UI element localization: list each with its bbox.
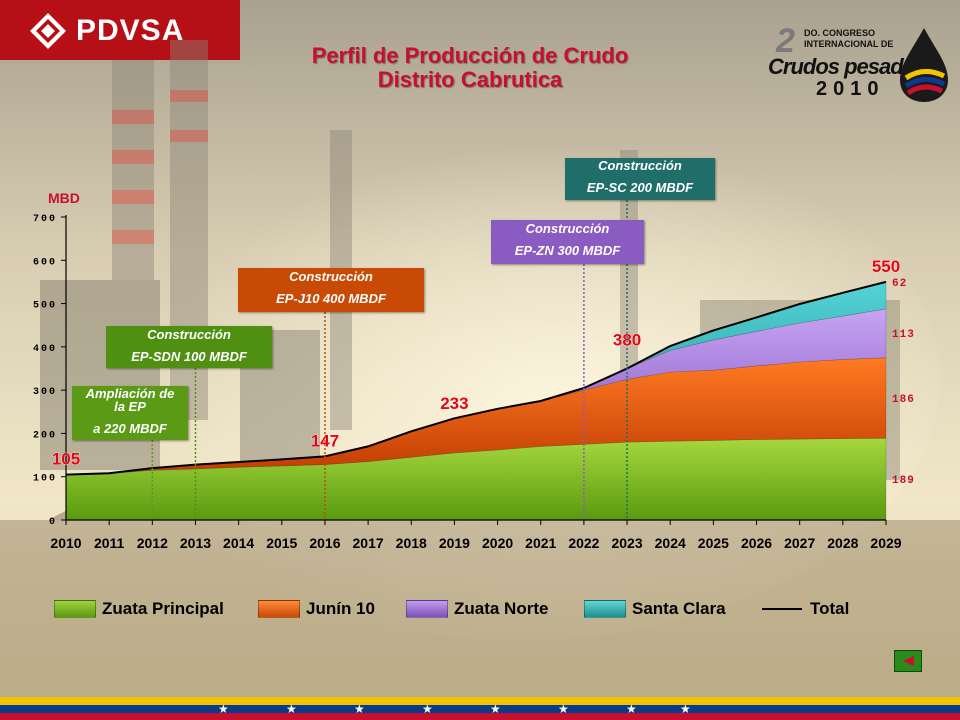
y-tick-label: 300 xyxy=(33,387,57,398)
legend-item-zuata-norte: Zuata Norte xyxy=(406,596,548,622)
legend-swatch xyxy=(258,600,300,618)
x-tick-label: 2016 xyxy=(309,535,340,551)
annotation-line: Construcción xyxy=(289,269,373,284)
annotation-line: Construcción xyxy=(147,327,231,342)
data-label-2023: 380 xyxy=(613,331,641,350)
star-icon: ★ xyxy=(490,702,501,714)
legend-line xyxy=(762,608,802,610)
star-icon: ★ xyxy=(354,702,365,714)
legend-swatch xyxy=(584,600,626,618)
x-tick-label: 2021 xyxy=(525,535,556,551)
x-tick-label: 2013 xyxy=(180,535,211,551)
annotation-ampliacion-ep: Ampliación de la EP a 220 MBDF xyxy=(72,386,188,440)
y-axis-label: MBD xyxy=(48,190,80,206)
x-tick-label: 2015 xyxy=(266,535,297,551)
x-tick-label: 2023 xyxy=(611,535,642,551)
legend-swatch xyxy=(54,600,96,618)
x-tick-label: 2012 xyxy=(137,535,168,551)
y-tick-label: 400 xyxy=(33,344,57,355)
x-tick-label: 2026 xyxy=(741,535,772,551)
x-tick-label: 2028 xyxy=(827,535,858,551)
data-label-2029: 550 xyxy=(872,257,900,276)
y-tick-label: 600 xyxy=(33,257,57,268)
end-label-zuata-norte: 113 xyxy=(892,329,915,341)
congress-number: 2 xyxy=(776,22,795,60)
star-icon: ★ xyxy=(558,702,569,714)
annotation-ep-sc: Construcción EP-SC 200 MBDF xyxy=(565,158,715,200)
annotation-ep-sdn: Construcción EP-SDN 100 MBDF xyxy=(106,326,272,368)
data-label-2016: 147 xyxy=(311,431,339,450)
y-tick-label: 0 xyxy=(49,517,57,528)
x-tick-label: 2011 xyxy=(94,535,125,551)
x-tick-label: 2018 xyxy=(396,535,427,551)
annotation-ep-zn: Construcción EP-ZN 300 MBDF xyxy=(491,220,644,264)
annotation-line: Ampliación de xyxy=(85,386,175,401)
legend-label: Zuata Principal xyxy=(102,599,224,618)
back-arrow-icon xyxy=(903,656,914,666)
annotation-line: Construcción xyxy=(525,221,610,236)
star-icon: ★ xyxy=(218,702,229,714)
annotation-ep-j10: Construcción EP-J10 400 MBDF xyxy=(238,268,424,312)
star-icon: ★ xyxy=(422,702,433,714)
legend-label: Santa Clara xyxy=(632,599,726,618)
annotation-line: la EP xyxy=(114,399,146,414)
end-label-jun-n-10: 186 xyxy=(892,394,915,406)
legend-item-total: Total xyxy=(762,596,849,622)
legend-item-junin-10: Junín 10 xyxy=(258,596,375,622)
congress-line-1: DO. CONGRESO xyxy=(804,28,876,38)
annotation-line: a 220 MBDF xyxy=(93,421,167,436)
legend-swatch xyxy=(406,600,448,618)
x-tick-label: 2019 xyxy=(439,535,470,551)
y-tick-label: 500 xyxy=(33,301,57,312)
data-label-2019: 233 xyxy=(440,394,468,413)
title-line-1: Perfil de Producción de Crudo xyxy=(311,43,629,68)
x-tick-label: 2017 xyxy=(353,535,384,551)
total-line xyxy=(65,280,887,476)
star-icon: ★ xyxy=(626,702,637,714)
x-tick-label: 2022 xyxy=(568,535,599,551)
annotation-line: EP-J10 400 MBDF xyxy=(276,291,386,306)
congress-year: 2010 xyxy=(816,78,885,100)
page-title: Perfil de Producción de Crudo Distrito C… xyxy=(200,44,740,92)
footer-stars: ★ ★ ★ ★ ★ ★ ★ ★ xyxy=(218,702,690,714)
x-tick-label: 2029 xyxy=(870,535,901,551)
back-button[interactable] xyxy=(894,650,922,672)
chart-axes: 0 100 200 300 400 500 600 700 2010 2011 2012 2013 20… xyxy=(33,214,902,551)
y-tick-label: 100 xyxy=(33,474,57,485)
pdvsa-logo: PDVSA xyxy=(28,8,218,54)
data-label-2010: 105 xyxy=(52,450,80,469)
annotation-line: EP-ZN 300 MBDF xyxy=(514,243,621,258)
star-icon: ★ xyxy=(286,702,297,714)
end-label-santa-clara: 62 xyxy=(892,278,907,290)
annotation-line: EP-SDN 100 MBDF xyxy=(131,349,247,364)
end-label-zuata-principal: 189 xyxy=(892,475,915,487)
legend-label: Junín 10 xyxy=(306,599,375,618)
chart-labels: 105 147 233 380 550 62 113 186 189 xyxy=(52,257,915,487)
x-tick-label: 2010 xyxy=(50,535,81,551)
logo-text: PDVSA xyxy=(76,14,185,47)
chart-areas xyxy=(65,280,887,521)
y-tick-label: 700 xyxy=(33,214,57,225)
legend-item-santa-clara: Santa Clara xyxy=(584,596,726,622)
y-tick-label: 200 xyxy=(33,430,57,441)
x-tick-label: 2020 xyxy=(482,535,513,551)
legend-item-zuata-principal: Zuata Principal xyxy=(54,596,224,622)
oil-drop-icon xyxy=(900,28,948,102)
pdvsa-sun-icon xyxy=(30,13,66,49)
legend-label: Total xyxy=(810,599,850,618)
x-tick-label: 2024 xyxy=(655,535,686,551)
chart-legend: Zuata Principal Junín 10 Zuata Norte San… xyxy=(50,596,900,622)
congress-logo: 2 DO. CONGRESO INTERNACIONAL DE Crudos p… xyxy=(768,18,954,110)
congress-line-2: INTERNACIONAL DE xyxy=(804,39,894,49)
annotation-line: EP-SC 200 MBDF xyxy=(586,180,694,195)
star-icon: ★ xyxy=(680,702,690,714)
x-tick-label: 2025 xyxy=(698,535,729,551)
x-tick-label: 2027 xyxy=(784,535,815,551)
legend-label: Zuata Norte xyxy=(454,599,549,618)
title-line-2: Distrito Cabrutica xyxy=(377,67,563,92)
annotation-line: Construcción xyxy=(598,158,682,173)
x-tick-label: 2014 xyxy=(223,535,254,551)
